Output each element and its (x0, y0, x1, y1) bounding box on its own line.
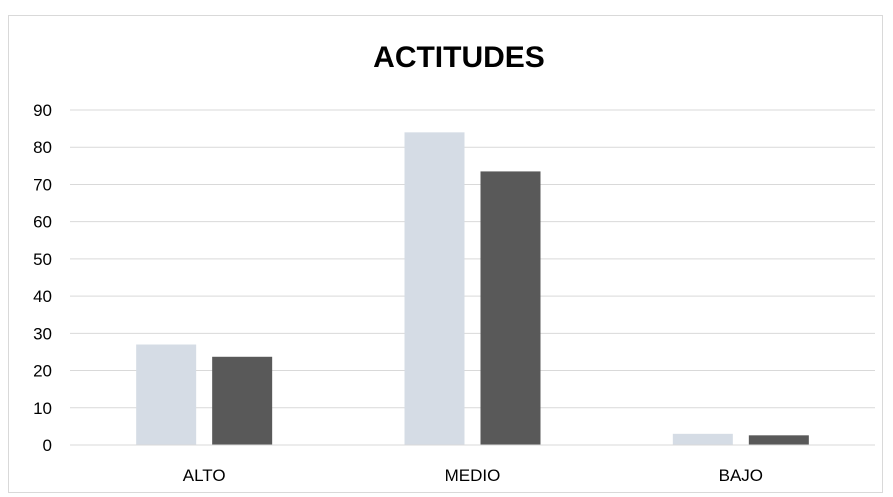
y-axis-ticks: 0 10 20 30 40 50 60 70 80 90 (33, 101, 52, 455)
y-tick-label: 30 (33, 324, 52, 343)
x-axis-ticks: ALTO MEDIO BAJO (183, 466, 763, 485)
y-tick-label: 10 (33, 399, 52, 418)
x-tick-label-alto: ALTO (183, 466, 226, 485)
y-tick-label: 0 (43, 436, 52, 455)
bar-medio-series-1 (404, 132, 465, 446)
y-tick-label: 60 (33, 213, 52, 232)
bar-alto-series-1 (136, 344, 197, 445)
bar-medio-series-2 (480, 171, 541, 445)
y-tick-label: 80 (33, 138, 52, 157)
gridlines (70, 109, 875, 409)
y-tick-label: 40 (33, 287, 52, 306)
y-tick-label: 50 (33, 250, 52, 269)
y-tick-label: 20 (33, 362, 52, 381)
bar-bajo-series-1 (672, 433, 733, 445)
bar-bajo-series-2 (748, 435, 809, 445)
x-tick-label-medio: MEDIO (445, 466, 501, 485)
y-tick-label: 90 (33, 101, 52, 120)
y-tick-label: 70 (33, 175, 52, 194)
bars (136, 132, 809, 446)
chart-title: ACTITUDES (373, 41, 545, 74)
x-tick-label-bajo: BAJO (719, 466, 763, 485)
bar-alto-series-2 (212, 356, 273, 445)
